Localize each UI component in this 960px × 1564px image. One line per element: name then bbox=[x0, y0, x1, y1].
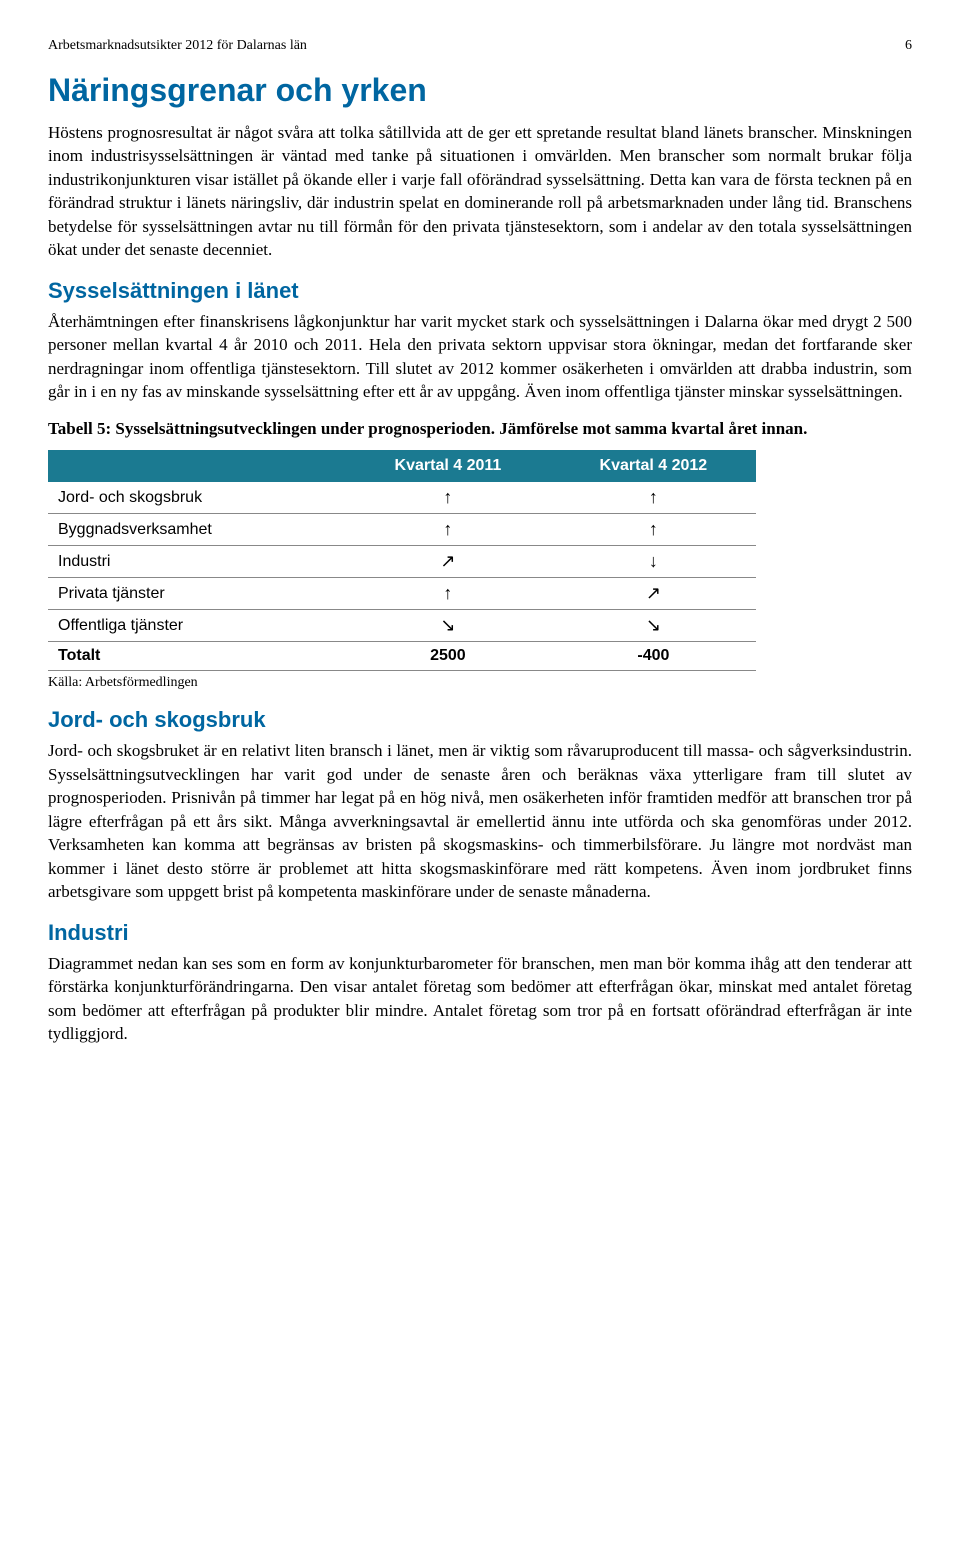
row-value-c2: ↑ bbox=[550, 514, 756, 546]
table-source: Källa: Arbetsförmedlingen bbox=[48, 675, 912, 691]
row-label: Industri bbox=[48, 546, 346, 578]
section-heading-industry: Industri bbox=[48, 920, 912, 946]
total-c2: -400 bbox=[550, 642, 756, 671]
page-header: Arbetsmarknadsutsikter 2012 för Dalarnas… bbox=[48, 38, 912, 54]
row-value-c1: ↑ bbox=[346, 578, 551, 610]
table-row-total: Totalt 2500 -400 bbox=[48, 642, 756, 671]
row-value-c1: ↑ bbox=[346, 482, 551, 514]
table-row: Privata tjänster ↑ ↗ bbox=[48, 578, 756, 610]
row-value-c1: ↘ bbox=[346, 610, 551, 642]
employment-table: Kvartal 4 2011 Kvartal 4 2012 Jord- och … bbox=[48, 450, 756, 671]
table-row: Offentliga tjänster ↘ ↘ bbox=[48, 610, 756, 642]
table-header-empty bbox=[48, 450, 346, 482]
row-label: Privata tjänster bbox=[48, 578, 346, 610]
page-number: 6 bbox=[905, 38, 912, 54]
row-label: Offentliga tjänster bbox=[48, 610, 346, 642]
paragraph-intro: Höstens prognosresultat är något svåra a… bbox=[48, 121, 912, 262]
table-row: Industri ↗ ↓ bbox=[48, 546, 756, 578]
row-value-c2: ↑ bbox=[550, 482, 756, 514]
main-heading: Näringsgrenar och yrken bbox=[48, 72, 912, 109]
table-header-row: Kvartal 4 2011 Kvartal 4 2012 bbox=[48, 450, 756, 482]
table-caption: Tabell 5: Sysselsättningsutvecklingen un… bbox=[48, 418, 912, 441]
table-header-col2: Kvartal 4 2012 bbox=[550, 450, 756, 482]
row-value-c2: ↓ bbox=[550, 546, 756, 578]
row-value-c2: ↘ bbox=[550, 610, 756, 642]
paragraph-forestry: Jord- och skogsbruket är en relativt lit… bbox=[48, 739, 912, 903]
row-value-c1: ↑ bbox=[346, 514, 551, 546]
table-row: Jord- och skogsbruk ↑ ↑ bbox=[48, 482, 756, 514]
paragraph-employment: Återhämtningen efter finanskrisens lågko… bbox=[48, 310, 912, 404]
section-heading-forestry: Jord- och skogsbruk bbox=[48, 707, 912, 733]
doc-title-header: Arbetsmarknadsutsikter 2012 för Dalarnas… bbox=[48, 38, 307, 53]
row-label: Byggnadsverksamhet bbox=[48, 514, 346, 546]
paragraph-industry: Diagrammet nedan kan ses som en form av … bbox=[48, 952, 912, 1046]
row-label: Jord- och skogsbruk bbox=[48, 482, 346, 514]
section-heading-employment: Sysselsättningen i länet bbox=[48, 278, 912, 304]
row-value-c1: ↗ bbox=[346, 546, 551, 578]
total-c1: 2500 bbox=[346, 642, 551, 671]
table-row: Byggnadsverksamhet ↑ ↑ bbox=[48, 514, 756, 546]
row-value-c2: ↗ bbox=[550, 578, 756, 610]
table-header-col1: Kvartal 4 2011 bbox=[346, 450, 551, 482]
total-label: Totalt bbox=[48, 642, 346, 671]
